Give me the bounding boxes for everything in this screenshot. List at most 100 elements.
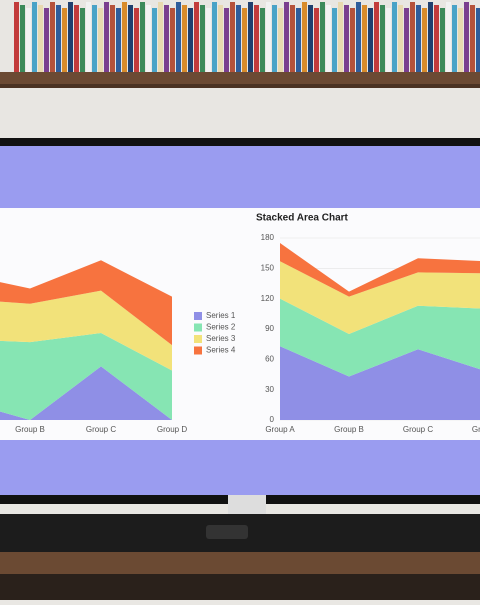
book — [56, 5, 61, 72]
area — [280, 346, 480, 420]
book — [134, 8, 139, 72]
book — [326, 5, 331, 72]
book — [398, 5, 403, 72]
legend-swatch — [194, 346, 202, 355]
book — [188, 8, 193, 72]
book — [290, 5, 295, 72]
x-tick-label: Group C — [403, 425, 433, 434]
cabinet-front — [0, 574, 480, 600]
book — [410, 2, 415, 72]
book — [200, 5, 205, 72]
book — [176, 2, 181, 72]
tv-stand — [228, 494, 266, 514]
book — [236, 5, 241, 72]
book — [20, 5, 25, 72]
book — [158, 2, 163, 72]
book — [278, 8, 283, 72]
cabinet — [0, 552, 480, 574]
book — [122, 2, 127, 72]
book — [50, 2, 55, 72]
book — [152, 8, 157, 72]
shelf — [0, 72, 480, 84]
book — [74, 5, 79, 72]
book — [110, 5, 115, 72]
area — [280, 298, 480, 377]
book — [356, 2, 361, 72]
book — [308, 5, 313, 72]
legend-label: Series 2 — [206, 323, 236, 332]
y-tick-label: 0 — [270, 415, 275, 424]
book — [230, 2, 235, 72]
book — [422, 8, 427, 72]
book — [92, 5, 97, 72]
book — [98, 8, 103, 72]
y-tick-label: 150 — [261, 263, 275, 272]
y-tick-label: 180 — [261, 233, 275, 242]
x-tick-label: Group D — [157, 425, 187, 434]
book — [218, 5, 223, 72]
y-tick-label: 120 — [261, 294, 275, 303]
book — [140, 2, 145, 72]
book — [440, 8, 445, 72]
book — [26, 8, 31, 72]
area — [0, 333, 172, 420]
legend-label: Series 4 — [206, 346, 236, 355]
book — [38, 5, 43, 72]
book — [380, 5, 385, 72]
book — [212, 2, 217, 72]
book — [62, 8, 67, 72]
area — [280, 261, 480, 335]
book — [434, 5, 439, 72]
book — [266, 2, 271, 72]
book — [80, 8, 85, 72]
legend-swatch — [194, 323, 202, 332]
book — [224, 8, 229, 72]
book — [332, 8, 337, 72]
legend-swatch — [194, 335, 202, 343]
book — [374, 2, 379, 72]
book — [68, 2, 73, 72]
book — [254, 5, 259, 72]
book — [32, 2, 37, 72]
book — [464, 2, 469, 72]
book — [428, 2, 433, 72]
book — [260, 8, 265, 72]
book — [392, 2, 397, 72]
x-tick-label: Group B — [15, 425, 45, 434]
area — [0, 260, 172, 346]
book — [44, 8, 49, 72]
book — [470, 5, 475, 72]
book — [416, 5, 421, 72]
legend-label: Series 1 — [206, 311, 236, 320]
book — [338, 2, 343, 72]
bookshelf — [14, 2, 480, 72]
book — [194, 2, 199, 72]
book — [116, 8, 121, 72]
book — [284, 2, 289, 72]
book — [272, 5, 277, 72]
y-tick-label: 90 — [265, 324, 274, 333]
area — [0, 366, 172, 420]
book — [248, 2, 253, 72]
x-tick-label: Group D — [472, 425, 480, 434]
book — [206, 8, 211, 72]
book — [146, 5, 151, 72]
charts: Series 1 Series 2 Series 3 Series 4 Group B G… — [0, 213, 480, 434]
area — [0, 290, 172, 371]
book — [368, 8, 373, 72]
soundbar-display — [206, 525, 248, 539]
screen: Series 1 Series 2 Series 3 Series 4 Group B G… — [0, 146, 480, 495]
shelf-edge — [0, 84, 480, 88]
book — [14, 2, 19, 72]
book — [86, 2, 91, 72]
book — [344, 5, 349, 72]
book — [128, 5, 133, 72]
book — [458, 8, 463, 72]
x-tick-label: Group A — [265, 425, 295, 434]
y-tick-label: 60 — [265, 354, 274, 363]
book — [350, 8, 355, 72]
book — [302, 2, 307, 72]
book — [446, 2, 451, 72]
